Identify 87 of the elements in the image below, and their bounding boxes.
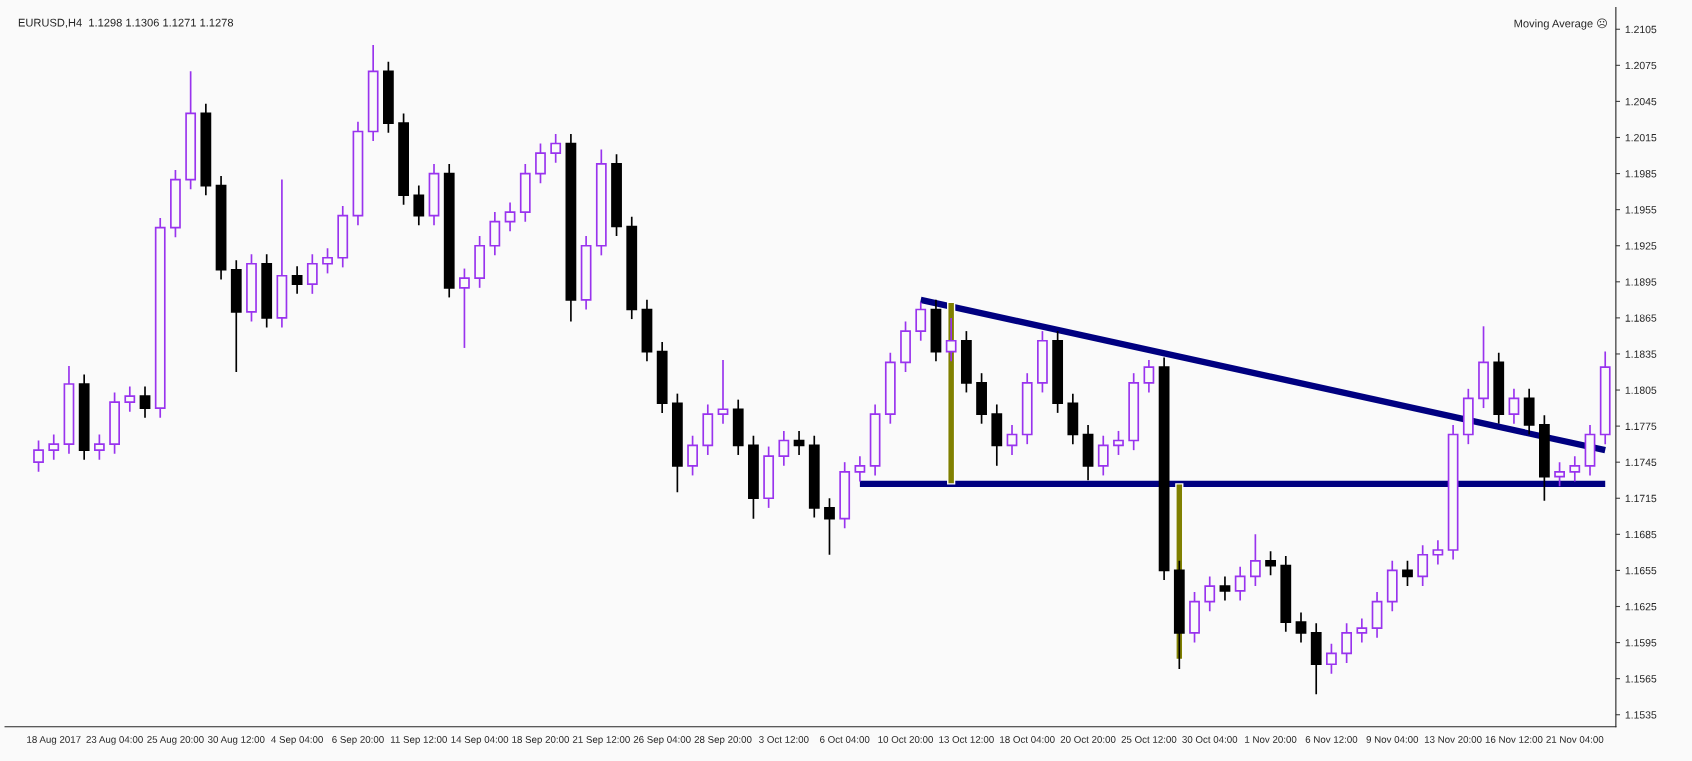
candlestick (1006, 424, 1018, 456)
candlestick (1432, 539, 1444, 566)
candlestick (915, 301, 927, 342)
candlestick (504, 201, 516, 233)
y-tick-label: 1.1655 (1625, 566, 1657, 575)
y-tick-label: 1.1805 (1625, 386, 1657, 394)
candlestick (1143, 359, 1155, 394)
candlestick (687, 434, 698, 477)
y-tick-label: 1.1955 (1625, 206, 1657, 214)
x-tick-label: 25 Aug 20:00 (147, 736, 204, 745)
candlestick (1204, 575, 1216, 613)
candlestick (854, 455, 866, 483)
y-tick-label: 1.1625 (1625, 603, 1657, 611)
x-tick-label: 28 Sep 20:00 (694, 736, 752, 745)
x-tick-label: 30 Oct 04:00 (1182, 736, 1238, 743)
y-tick-label: 1.1565 (1625, 675, 1657, 683)
candlestick (1341, 622, 1353, 664)
x-tick-label: 14 Sep 04:00 (451, 736, 509, 745)
x-tick-label: 6 Sep 20:00 (332, 736, 384, 745)
candlestick (550, 133, 562, 164)
x-tick-label: 9 Nov 04:00 (1366, 736, 1419, 743)
candlestick (1249, 533, 1261, 587)
candlestick (1402, 559, 1413, 587)
candlestick (778, 430, 790, 467)
x-tick-label: 13 Nov 20:00 (1424, 736, 1482, 743)
candlestick (1234, 565, 1246, 602)
candlestick (291, 265, 303, 295)
y-tick-label: 1.1775 (1625, 422, 1657, 430)
candlestick (1113, 430, 1124, 456)
candlestick (306, 253, 318, 295)
candlestick (717, 359, 729, 425)
y-tick-label: 1.1595 (1625, 639, 1657, 647)
y-tick-label: 1.1865 (1625, 314, 1657, 322)
candlestick (459, 267, 470, 349)
x-tick-label: 4 Sep 04:00 (271, 736, 323, 745)
y-tick-label: 1.1745 (1625, 458, 1657, 467)
candlestick (535, 142, 546, 185)
candlestick (1326, 642, 1337, 675)
candlestick (413, 184, 425, 227)
candlestick (793, 430, 805, 456)
x-tick-label: 6 Nov 12:00 (1305, 736, 1358, 743)
x-tick-label: 20 Oct 20:00 (1060, 736, 1116, 743)
candlestick (93, 433, 105, 461)
x-tick-label: 1 Nov 20:00 (1245, 736, 1297, 743)
y-tick-label: 1.2105 (1625, 25, 1657, 34)
annotation: Moving Average ☹ (1514, 18, 1607, 30)
x-tick-label: 25 Oct 12:00 (1121, 736, 1177, 743)
y-tick-label: 1.1895 (1625, 278, 1657, 286)
y-tick-label: 1.1685 (1625, 530, 1657, 539)
candlestick (1265, 550, 1276, 577)
x-tick-label: 21 Nov 04:00 (1546, 736, 1604, 743)
candlestick (48, 433, 60, 461)
x-tick-label: 18 Oct 04:00 (1000, 736, 1055, 743)
candlestick (824, 497, 835, 556)
y-tick-label: 1.1925 (1625, 242, 1657, 250)
x-tick-label: 3 Oct 12:00 (759, 736, 809, 743)
y-tick-label: 1.1985 (1625, 170, 1657, 178)
candlestick (1554, 461, 1565, 488)
y-tick-label: 1.1835 (1625, 350, 1657, 358)
y-tick-label: 1.1715 (1625, 494, 1657, 503)
x-tick-label: 11 Sep 12:00 (390, 736, 447, 745)
candlestick (124, 385, 136, 413)
candlestick (1356, 617, 1368, 644)
y-tick-label: 1.2045 (1625, 97, 1657, 106)
y-tick-label: 1.1535 (1625, 711, 1657, 719)
x-tick-label: 18 Sep 20:00 (512, 736, 570, 745)
candlestick (1569, 455, 1581, 483)
candlestick (139, 385, 151, 419)
candlestick (1219, 575, 1231, 602)
y-tick-label: 1.2075 (1625, 61, 1657, 70)
x-tick-label: 30 Aug 12:00 (207, 736, 265, 745)
candlestick (322, 247, 333, 275)
x-tick-label: 16 Nov 12:00 (1485, 736, 1543, 743)
candlestick (1097, 434, 1109, 477)
candlestick (1295, 611, 1307, 644)
x-tick-label: 21 Sep 12:00 (572, 736, 630, 745)
x-tick-label: 18 Aug 2017 (27, 736, 81, 745)
x-tick-label: 6 Oct 04:00 (820, 736, 870, 743)
candlestick (1417, 544, 1429, 587)
candlestick (1508, 387, 1520, 425)
candlestick (33, 439, 44, 473)
x-tick-label: 10 Oct 20:00 (878, 736, 933, 743)
x-tick-label: 13 Oct 12:00 (939, 736, 994, 743)
y-tick-label: 1.2015 (1625, 133, 1657, 142)
annotation: EURUSD,H4 1.1298 1.1306 1.1271 1.1278 (18, 18, 234, 28)
x-tick-label: 26 Sep 04:00 (633, 736, 691, 745)
x-tick-label: 23 Aug 04:00 (86, 736, 143, 745)
